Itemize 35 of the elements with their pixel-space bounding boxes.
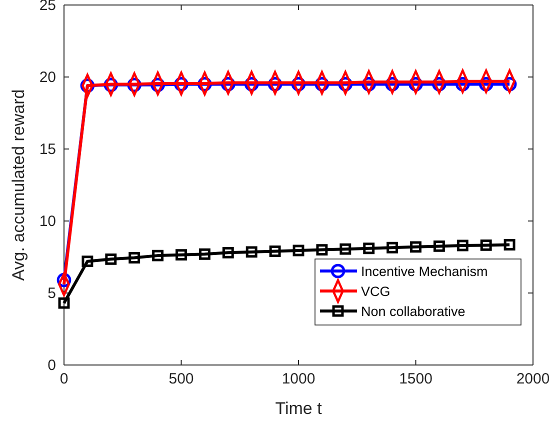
- point: [316, 244, 328, 256]
- x-axis-title: Time t: [275, 399, 322, 418]
- point: [105, 253, 117, 265]
- x-tick-label: 0: [60, 370, 68, 388]
- point: [222, 246, 234, 258]
- y-tick-label: 0: [48, 356, 56, 374]
- x-tick-label: 500: [168, 370, 194, 388]
- legend-label: VCG: [361, 284, 390, 299]
- point: [246, 246, 258, 258]
- point: [410, 241, 422, 253]
- point: [176, 249, 187, 261]
- point: [456, 240, 468, 252]
- point: [504, 239, 516, 250]
- point: [363, 242, 375, 254]
- point: [292, 244, 304, 256]
- x-tick-label: 1500: [399, 370, 432, 388]
- point: [82, 256, 94, 268]
- point: [58, 297, 70, 309]
- x-tick-label: 1000: [282, 370, 316, 388]
- legend-label: Incentive Mechanism: [361, 264, 488, 279]
- point: [128, 252, 140, 264]
- y-tick-label: 15: [39, 140, 56, 158]
- y-tick-label: 10: [39, 212, 56, 230]
- point: [433, 240, 445, 252]
- point: [340, 243, 352, 255]
- point: [386, 242, 398, 254]
- legend-label: Non collaborative: [361, 304, 466, 319]
- point: [152, 250, 164, 262]
- point: [480, 239, 492, 251]
- x-tick-label: 2000: [516, 370, 549, 388]
- y-tick-label: 5: [48, 284, 56, 302]
- y-axis-title: Avg. accumulated reward: [9, 89, 28, 281]
- point: [269, 246, 281, 257]
- y-tick-label: 20: [39, 68, 56, 86]
- point: [198, 248, 210, 260]
